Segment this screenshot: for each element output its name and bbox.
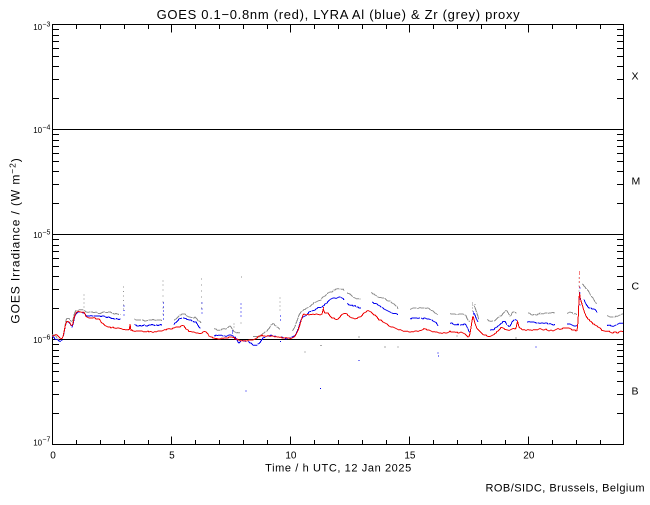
svg-text:−4: −4 — [42, 124, 50, 131]
svg-text:5: 5 — [169, 451, 175, 462]
svg-text:10: 10 — [285, 451, 297, 462]
svg-text:−6: −6 — [42, 334, 50, 341]
svg-text:GOES 0.1−0.8nm (red), LYRA Al: GOES 0.1−0.8nm (red), LYRA Al (blue) & Z… — [157, 7, 521, 22]
svg-text:Time / h UTC, 12 Jan 2025: Time / h UTC, 12 Jan 2025 — [265, 463, 412, 475]
svg-text:10: 10 — [33, 438, 42, 447]
svg-text:C: C — [632, 281, 640, 293]
svg-text:X: X — [632, 71, 639, 83]
svg-text:−7: −7 — [42, 437, 50, 444]
svg-text:0: 0 — [50, 451, 56, 462]
svg-text:M: M — [632, 176, 641, 188]
svg-text:GOES Irradiance / (W m−2): GOES Irradiance / (W m−2) — [8, 157, 23, 323]
svg-text:ROB/SIDC, Brussels, Belgium: ROB/SIDC, Brussels, Belgium — [486, 483, 645, 495]
svg-text:20: 20 — [523, 451, 535, 462]
svg-text:10: 10 — [33, 23, 42, 32]
svg-text:−5: −5 — [42, 229, 50, 236]
svg-text:15: 15 — [404, 451, 416, 462]
svg-text:10: 10 — [33, 336, 42, 345]
svg-text:10: 10 — [33, 231, 42, 240]
svg-text:B: B — [632, 386, 639, 398]
svg-text:−3: −3 — [42, 21, 50, 28]
svg-text:10: 10 — [33, 126, 42, 135]
